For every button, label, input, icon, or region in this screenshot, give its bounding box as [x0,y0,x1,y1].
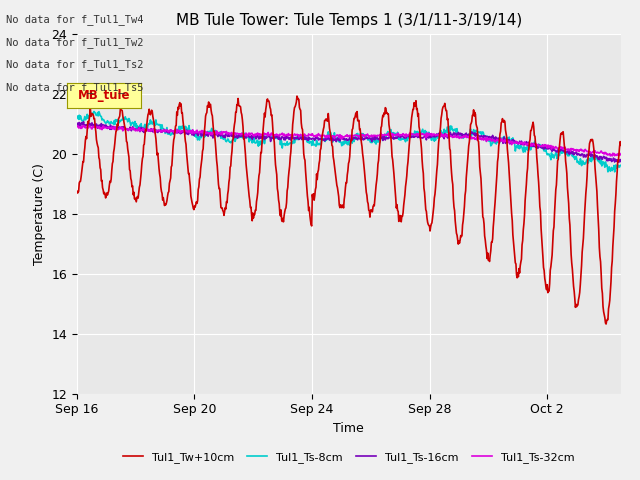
Title: MB Tule Tower: Tule Temps 1 (3/1/11-3/19/14): MB Tule Tower: Tule Temps 1 (3/1/11-3/19… [175,13,522,28]
Text: MB_tule: MB_tule [77,89,131,102]
Text: No data for f_Tul1_Ts5: No data for f_Tul1_Ts5 [6,82,144,93]
X-axis label: Time: Time [333,422,364,435]
Text: No data for f_Tul1_Tw4: No data for f_Tul1_Tw4 [6,14,144,25]
Text: No data for f_Tul1_Ts2: No data for f_Tul1_Ts2 [6,60,144,71]
Text: No data for f_Tul1_Tw2: No data for f_Tul1_Tw2 [6,37,144,48]
Y-axis label: Temperature (C): Temperature (C) [33,163,45,264]
Legend: Tul1_Tw+10cm, Tul1_Ts-8cm, Tul1_Ts-16cm, Tul1_Ts-32cm: Tul1_Tw+10cm, Tul1_Ts-8cm, Tul1_Ts-16cm,… [118,447,579,467]
